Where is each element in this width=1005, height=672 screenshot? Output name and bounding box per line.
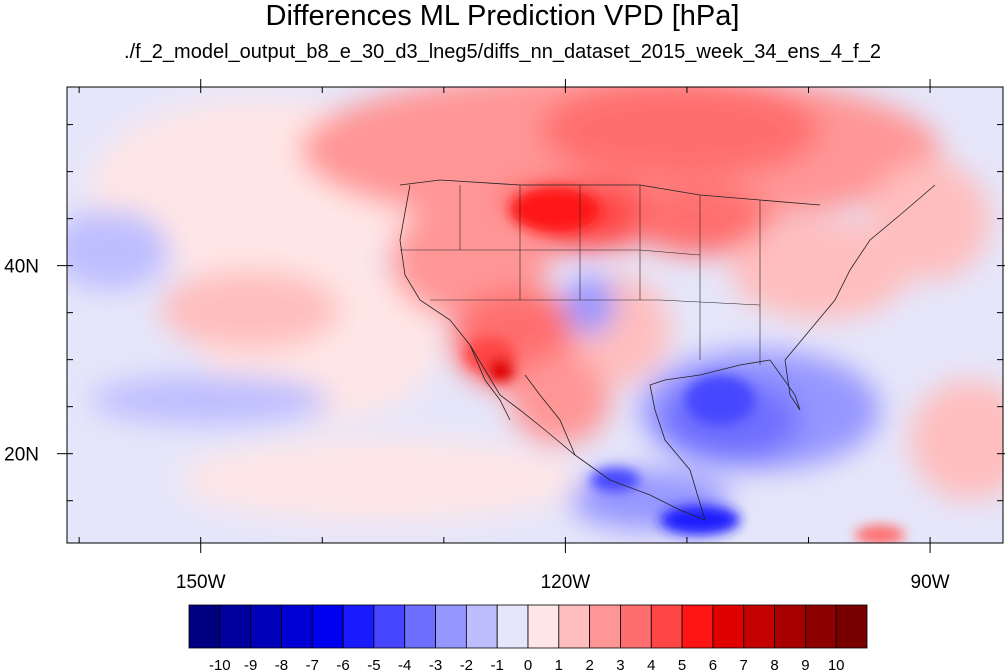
colorbar-label: 5 bbox=[678, 657, 686, 672]
plot-frame bbox=[66, 86, 1004, 544]
colorbar-swatch bbox=[465, 604, 498, 649]
colorbar-label: -6 bbox=[336, 657, 349, 672]
colorbar-label: 3 bbox=[616, 657, 624, 672]
colorbar-swatch bbox=[496, 604, 529, 649]
x-tick-label: 120W bbox=[541, 572, 591, 593]
colorbar-swatch bbox=[435, 604, 467, 649]
colorbar-swatch bbox=[774, 604, 806, 649]
colorbar-label: 10 bbox=[828, 657, 845, 672]
colorbar-label: -4 bbox=[398, 657, 411, 672]
colorbar-swatch bbox=[558, 604, 591, 649]
colorbar-label: -8 bbox=[275, 657, 288, 672]
colorbar-label: -9 bbox=[244, 657, 257, 672]
map-subtitle: ./f_2_model_output_b8_e_30_d3_lneg5/diff… bbox=[124, 41, 881, 63]
x-tick-label: 90W bbox=[911, 572, 950, 593]
colorbar-swatch bbox=[281, 604, 313, 649]
colorbar-swatch bbox=[219, 604, 252, 649]
colorbar-label: -5 bbox=[367, 657, 380, 672]
colorbar-swatch bbox=[311, 604, 344, 649]
colorbar-swatch bbox=[681, 604, 714, 649]
colorbar-swatch bbox=[188, 604, 221, 649]
colorbar-swatch bbox=[373, 604, 406, 649]
colorbar-label: -7 bbox=[306, 657, 319, 672]
colorbar-label: 2 bbox=[585, 657, 593, 672]
colorbar-swatch bbox=[342, 604, 375, 649]
colorbar-label: 7 bbox=[740, 657, 748, 672]
axis-ticks: 150W 120W 90W 40N 20N bbox=[4, 79, 1005, 593]
colorbar-swatch bbox=[527, 604, 560, 649]
colorbar-swatch bbox=[804, 604, 837, 649]
colorbar-label: 4 bbox=[647, 657, 655, 672]
plot-area bbox=[67, 87, 1003, 543]
colorbar-swatch bbox=[620, 604, 652, 649]
colorbar-label: -10 bbox=[209, 657, 231, 672]
map-title: Differences ML Prediction VPD [hPa] bbox=[265, 0, 740, 32]
colorbar-label: 0 bbox=[524, 657, 532, 672]
state-borders bbox=[400, 185, 761, 365]
colorbar-label: 9 bbox=[801, 657, 809, 672]
colorbar-swatch bbox=[712, 604, 745, 649]
anomaly-detail bbox=[465, 188, 905, 543]
y-tick-label: 40N bbox=[4, 257, 39, 278]
colorbar-swatch bbox=[250, 604, 282, 649]
colorbar-label: -2 bbox=[460, 657, 473, 672]
colorbar-label: -1 bbox=[491, 657, 504, 672]
colorbar-swatch bbox=[404, 604, 436, 649]
y-tick-label: 20N bbox=[4, 445, 39, 466]
colorbar-swatch bbox=[743, 604, 775, 649]
x-tick-label: 150W bbox=[176, 572, 226, 593]
colorbar-label: 8 bbox=[770, 657, 778, 672]
colorbar-swatch bbox=[650, 604, 683, 649]
colorbar-label: 1 bbox=[555, 657, 563, 672]
colorbar-swatch bbox=[589, 604, 621, 649]
colorbar-label: 6 bbox=[709, 657, 717, 672]
colorbar-label: -3 bbox=[429, 657, 442, 672]
colorbar: -10 -9 -8 -7 -6 -5 -4 -3 -2 -1 0 1 2 3 4 5 6 7 8 9 10 bbox=[188, 604, 868, 672]
colorbar-swatch bbox=[835, 604, 868, 649]
